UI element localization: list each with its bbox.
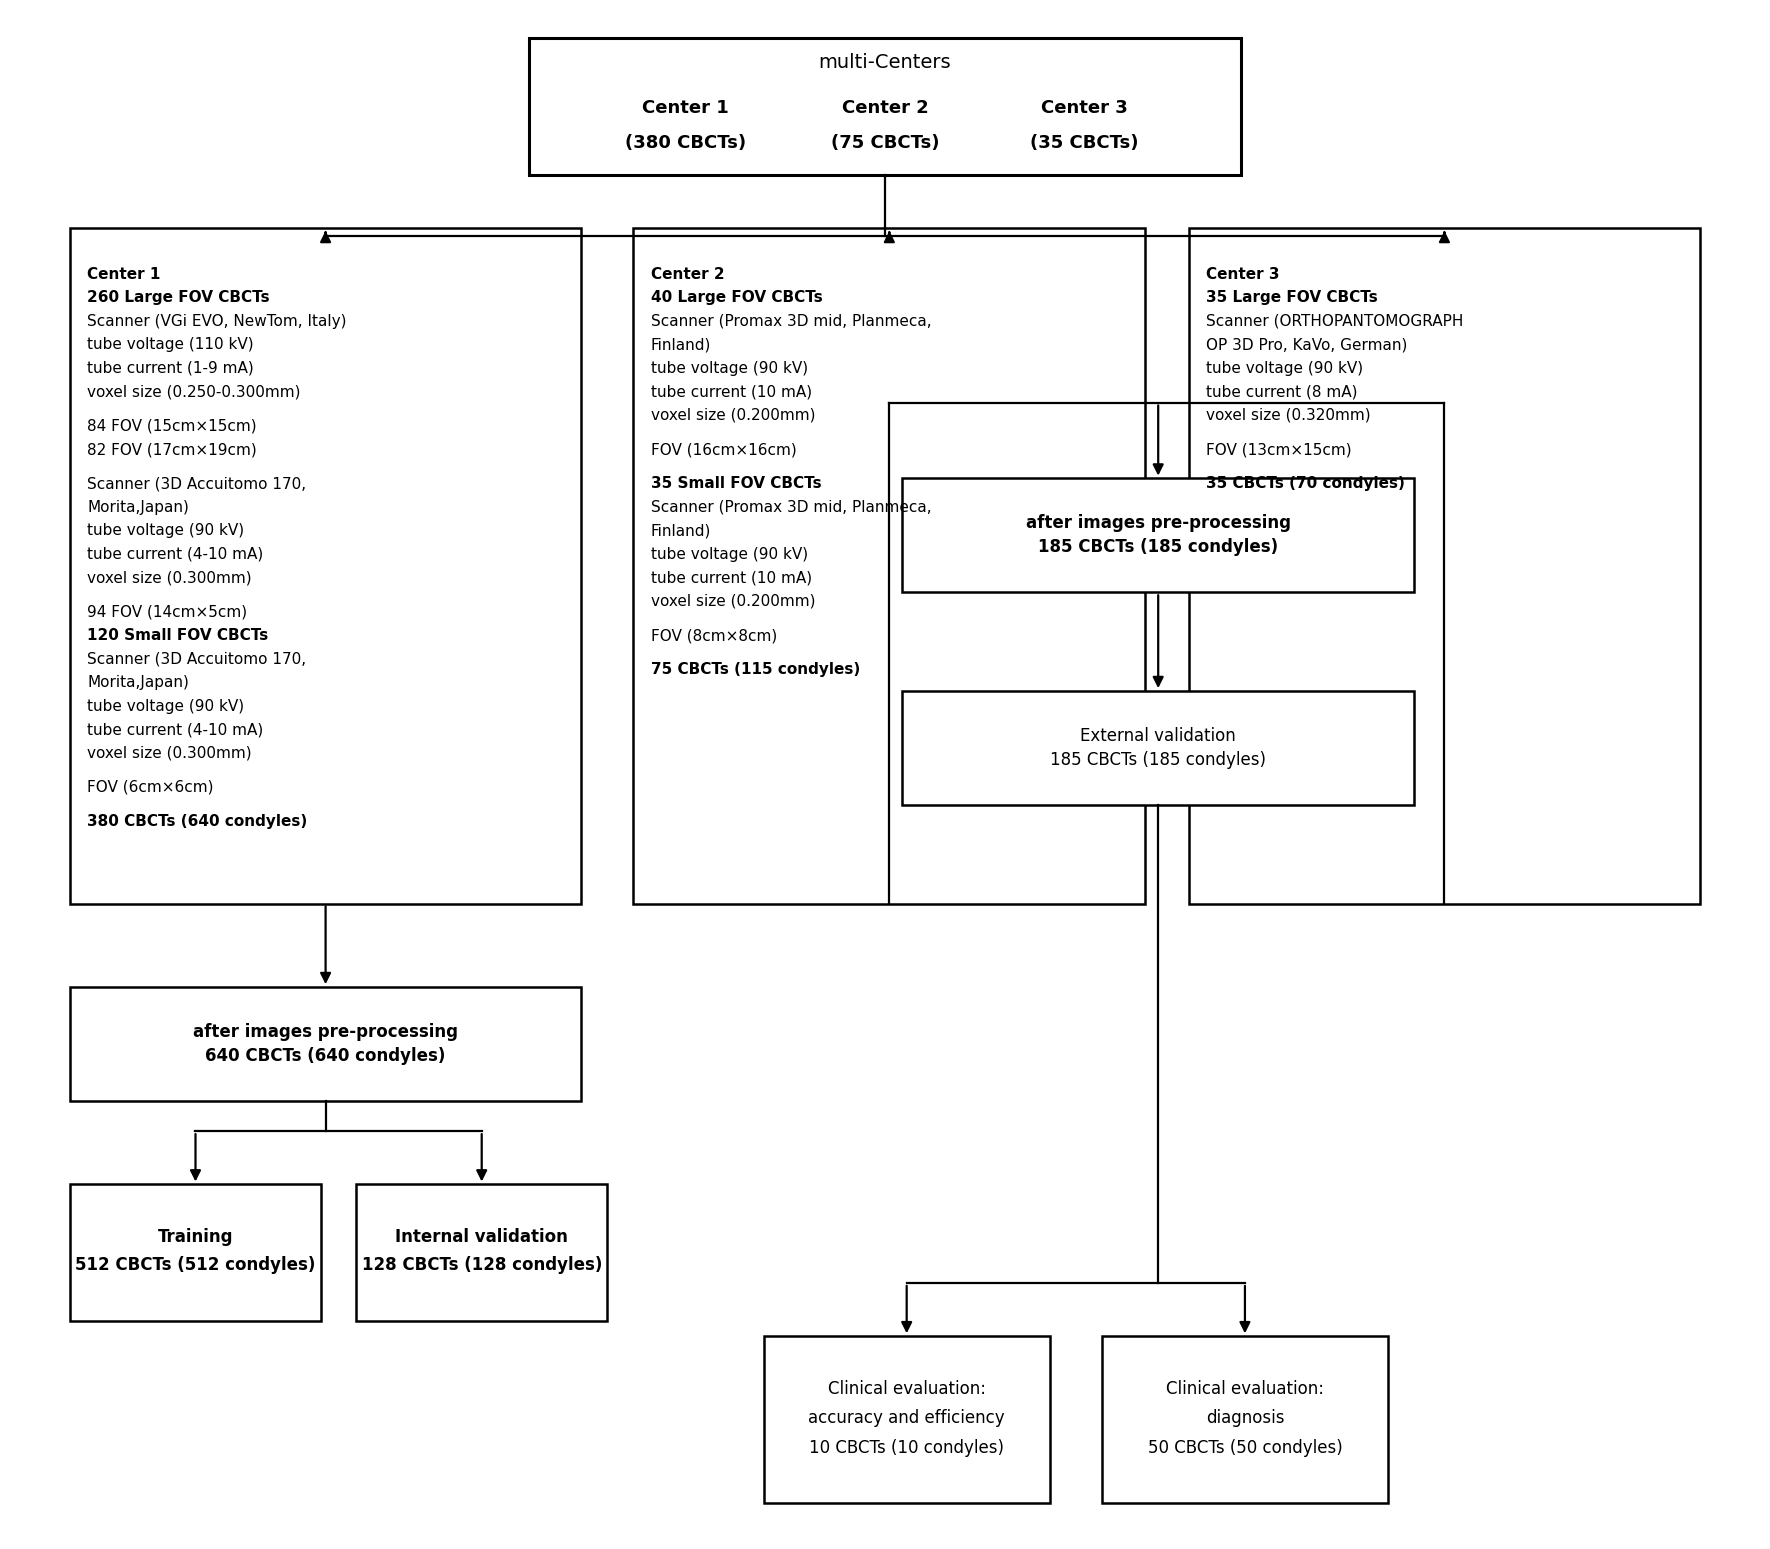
Text: External validation: External validation (1080, 726, 1235, 745)
Text: 75 CBCTs (115 condyles): 75 CBCTs (115 condyles) (651, 661, 860, 677)
Text: tube voltage (90 kV): tube voltage (90 kV) (87, 524, 244, 538)
Text: Clinical evaluation:: Clinical evaluation: (1166, 1380, 1324, 1399)
Text: Scanner (ORTHOPANTOMOGRAPH: Scanner (ORTHOPANTOMOGRAPH (1205, 314, 1464, 328)
Text: (380 CBCTs): (380 CBCTs) (625, 133, 747, 152)
Text: voxel size (0.200mm): voxel size (0.200mm) (651, 593, 816, 609)
Bar (69, 987, 581, 1101)
Text: Center 3: Center 3 (1205, 266, 1280, 282)
Bar (356, 1185, 607, 1321)
Text: tube current (8 mA): tube current (8 mA) (1205, 384, 1358, 400)
Bar (903, 479, 1414, 592)
Text: 82 FOV (17cm×19cm): 82 FOV (17cm×19cm) (87, 441, 257, 457)
Text: diagnosis: diagnosis (1205, 1410, 1285, 1427)
Bar (69, 1185, 322, 1321)
Text: Clinical evaluation:: Clinical evaluation: (828, 1380, 986, 1399)
Text: voxel size (0.300mm): voxel size (0.300mm) (87, 745, 251, 761)
Text: Finland): Finland) (651, 524, 712, 538)
Text: Scanner (3D Accuitomo 170,: Scanner (3D Accuitomo 170, (87, 476, 306, 491)
Text: 380 CBCTs (640 condyles): 380 CBCTs (640 condyles) (87, 813, 308, 829)
Text: 185 CBCTs (185 condyles): 185 CBCTs (185 condyles) (1039, 539, 1278, 556)
Text: tube current (1-9 mA): tube current (1-9 mA) (87, 361, 253, 376)
Text: tube current (10 mA): tube current (10 mA) (651, 570, 812, 586)
Text: 84 FOV (15cm×15cm): 84 FOV (15cm×15cm) (87, 418, 257, 434)
Text: voxel size (0.250-0.300mm): voxel size (0.250-0.300mm) (87, 384, 301, 400)
Text: (35 CBCTs): (35 CBCTs) (1030, 133, 1138, 152)
Text: 512 CBCTs (512 condyles): 512 CBCTs (512 condyles) (76, 1256, 315, 1273)
Text: 50 CBCTs (50 condyles): 50 CBCTs (50 condyles) (1147, 1439, 1342, 1458)
Text: Scanner (Promax 3D mid, Planmeca,: Scanner (Promax 3D mid, Planmeca, (651, 500, 931, 514)
Text: tube voltage (90 kV): tube voltage (90 kV) (87, 699, 244, 714)
Text: after images pre-processing: after images pre-processing (1025, 514, 1290, 533)
Text: 35 Small FOV CBCTs: 35 Small FOV CBCTs (651, 476, 821, 491)
Text: 260 Large FOV CBCTs: 260 Large FOV CBCTs (87, 290, 269, 305)
Bar (69, 228, 581, 903)
Text: voxel size (0.320mm): voxel size (0.320mm) (1205, 407, 1370, 423)
Text: tube current (10 mA): tube current (10 mA) (651, 384, 812, 400)
Text: FOV (16cm×16cm): FOV (16cm×16cm) (651, 441, 796, 457)
Text: 128 CBCTs (128 condyles): 128 CBCTs (128 condyles) (361, 1256, 602, 1273)
Bar (634, 228, 1145, 903)
Bar (1189, 228, 1701, 903)
Text: voxel size (0.300mm): voxel size (0.300mm) (87, 570, 251, 586)
Text: 120 Small FOV CBCTs: 120 Small FOV CBCTs (87, 627, 269, 643)
Text: accuracy and efficiency: accuracy and efficiency (809, 1410, 1005, 1427)
Text: tube voltage (110 kV): tube voltage (110 kV) (87, 338, 253, 352)
Text: 40 Large FOV CBCTs: 40 Large FOV CBCTs (651, 290, 823, 305)
Text: Scanner (Promax 3D mid, Planmeca,: Scanner (Promax 3D mid, Planmeca, (651, 314, 931, 328)
Text: after images pre-processing: after images pre-processing (193, 1022, 458, 1041)
Text: 185 CBCTs (185 condyles): 185 CBCTs (185 condyles) (1050, 751, 1266, 768)
Bar (903, 691, 1414, 805)
Text: Scanner (VGi EVO, NewTom, Italy): Scanner (VGi EVO, NewTom, Italy) (87, 314, 347, 328)
Text: 640 CBCTs (640 condyles): 640 CBCTs (640 condyles) (205, 1047, 446, 1066)
Text: 10 CBCTs (10 condyles): 10 CBCTs (10 condyles) (809, 1439, 1004, 1458)
Text: Morita,Japan): Morita,Japan) (87, 675, 189, 689)
Text: FOV (8cm×8cm): FOV (8cm×8cm) (651, 627, 777, 643)
Text: Center 2: Center 2 (651, 266, 724, 282)
Text: tube voltage (90 kV): tube voltage (90 kV) (1205, 361, 1363, 376)
Text: Center 1: Center 1 (87, 266, 161, 282)
Text: voxel size (0.200mm): voxel size (0.200mm) (651, 407, 816, 423)
Text: (75 CBCTs): (75 CBCTs) (830, 133, 940, 152)
Text: Center 2: Center 2 (841, 99, 929, 118)
Text: Morita,Japan): Morita,Japan) (87, 500, 189, 514)
Bar (1101, 1337, 1388, 1503)
Text: tube current (4-10 mA): tube current (4-10 mA) (87, 547, 264, 562)
Text: Training: Training (158, 1228, 234, 1247)
Text: tube voltage (90 kV): tube voltage (90 kV) (651, 361, 807, 376)
Text: Center 3: Center 3 (1041, 99, 1127, 118)
Text: OP 3D Pro, KaVo, German): OP 3D Pro, KaVo, German) (1205, 338, 1407, 352)
Text: multi-Centers: multi-Centers (820, 53, 950, 73)
Text: tube current (4-10 mA): tube current (4-10 mA) (87, 722, 264, 737)
Text: 94 FOV (14cm×5cm): 94 FOV (14cm×5cm) (87, 604, 248, 620)
Text: Finland): Finland) (651, 338, 712, 352)
Text: FOV (13cm×15cm): FOV (13cm×15cm) (1205, 441, 1352, 457)
Text: 35 CBCTs (70 condyles): 35 CBCTs (70 condyles) (1205, 476, 1405, 491)
Text: FOV (6cm×6cm): FOV (6cm×6cm) (87, 779, 214, 795)
Text: Scanner (3D Accuitomo 170,: Scanner (3D Accuitomo 170, (87, 652, 306, 666)
Bar (763, 1337, 1050, 1503)
Text: 35 Large FOV CBCTs: 35 Large FOV CBCTs (1205, 290, 1377, 305)
Bar (529, 39, 1241, 175)
Text: Internal validation: Internal validation (395, 1228, 568, 1247)
Text: tube voltage (90 kV): tube voltage (90 kV) (651, 547, 807, 562)
Text: Center 1: Center 1 (643, 99, 729, 118)
